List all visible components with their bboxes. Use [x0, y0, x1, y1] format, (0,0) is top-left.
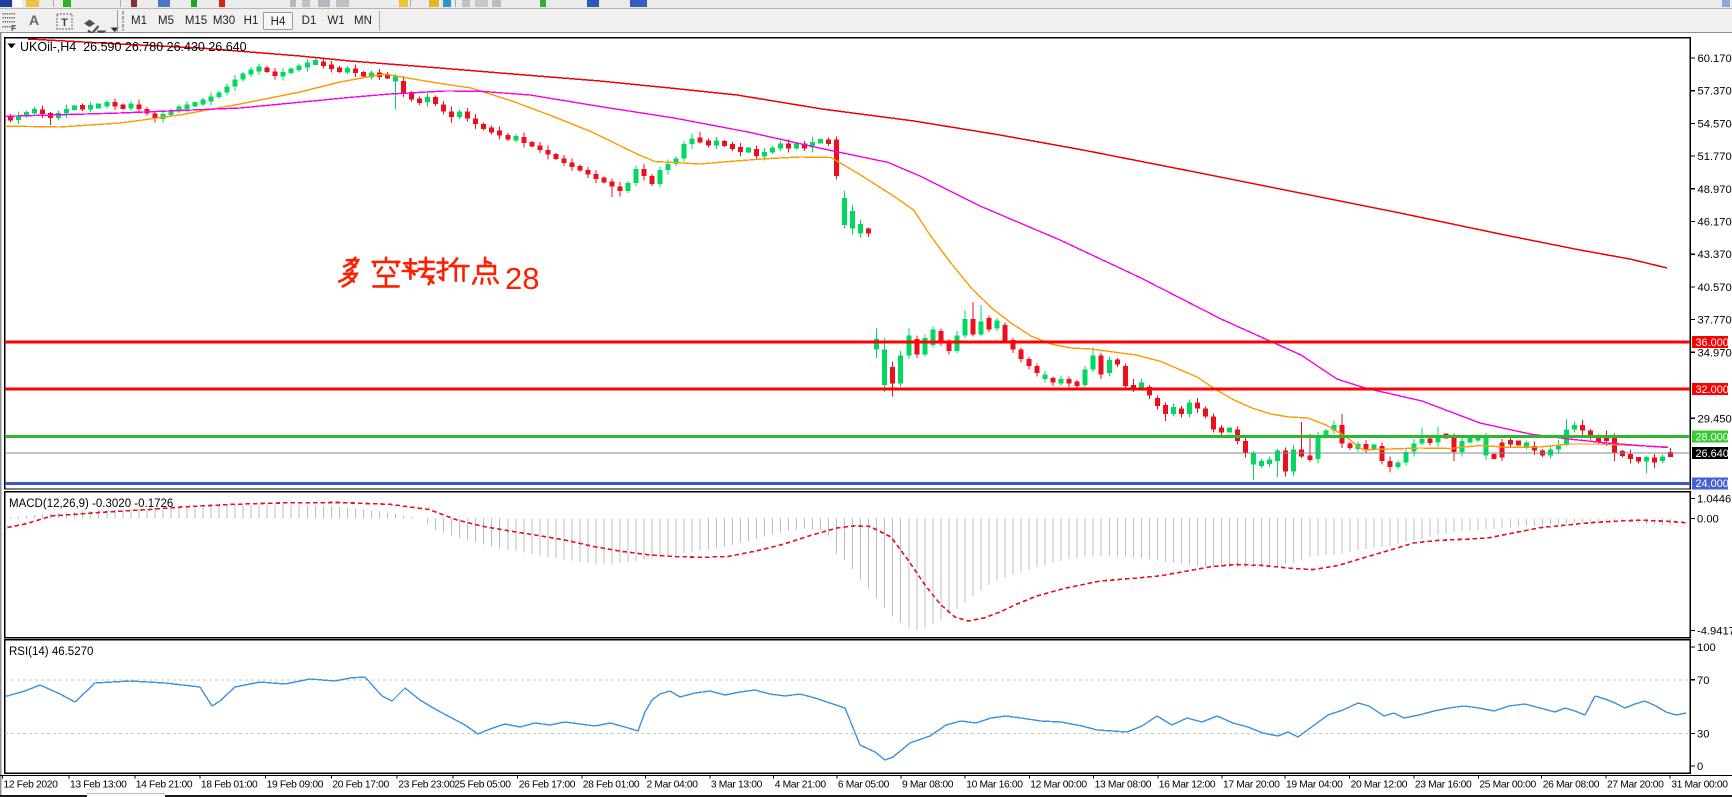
svg-text:28 Feb 01:00: 28 Feb 01:00: [583, 780, 640, 791]
svg-text:46.170: 46.170: [1698, 217, 1732, 229]
svg-text:1.0446: 1.0446: [1697, 494, 1731, 506]
svg-text:70: 70: [1697, 675, 1709, 687]
svg-text:25 Feb 05:00: 25 Feb 05:00: [454, 780, 511, 791]
svg-text:36.000: 36.000: [1696, 337, 1729, 349]
svg-text:34.970: 34.970: [1698, 347, 1732, 359]
svg-text:F: F: [11, 23, 16, 33]
svg-text:32.000: 32.000: [1696, 384, 1729, 396]
svg-text:20 Mar 12:00: 20 Mar 12:00: [1351, 780, 1408, 791]
svg-text:4 Mar 21:00: 4 Mar 21:00: [775, 780, 827, 791]
svg-text:0.00: 0.00: [1697, 514, 1719, 526]
svg-text:9 Mar 08:00: 9 Mar 08:00: [902, 780, 954, 791]
svg-text:24.000: 24.000: [1696, 478, 1729, 490]
svg-text:26 Mar 08:00: 26 Mar 08:00: [1543, 780, 1600, 791]
svg-text:12 Feb 2020: 12 Feb 2020: [4, 780, 59, 791]
svg-text:T: T: [61, 17, 68, 29]
svg-text:57.370: 57.370: [1698, 86, 1732, 98]
svg-text:37.770: 37.770: [1698, 315, 1732, 327]
svg-text:14 Feb 21:00: 14 Feb 21:00: [136, 780, 193, 791]
svg-text:40.570: 40.570: [1698, 282, 1732, 294]
svg-text:60.170: 60.170: [1698, 53, 1732, 65]
svg-text:RSI(14) 46.5270: RSI(14) 46.5270: [9, 646, 93, 658]
svg-text:26.640: 26.640: [1696, 448, 1729, 460]
svg-text:-4.9417: -4.9417: [1697, 626, 1732, 638]
svg-text:26 Feb 17:00: 26 Feb 17:00: [519, 780, 576, 791]
svg-text:2 Mar 04:00: 2 Mar 04:00: [647, 780, 699, 791]
svg-text:43.370: 43.370: [1698, 249, 1732, 261]
svg-text:13 Mar 08:00: 13 Mar 08:00: [1095, 780, 1152, 791]
svg-text:23 Feb 23:00: 23 Feb 23:00: [398, 780, 455, 791]
svg-text:28.000: 28.000: [1696, 431, 1729, 443]
svg-text:19 Mar 04:00: 19 Mar 04:00: [1286, 780, 1343, 791]
svg-text:13 Feb 13:00: 13 Feb 13:00: [70, 780, 127, 791]
svg-text:UKOil-,H4 26.590 26.780 26.43: UKOil-,H4 26.590 26.780 26.430 26.640: [20, 40, 247, 54]
svg-text:28: 28: [505, 261, 539, 296]
svg-text:100: 100: [1697, 642, 1716, 654]
svg-text:10 Mar 16:00: 10 Mar 16:00: [966, 780, 1023, 791]
svg-text:0: 0: [1697, 761, 1703, 773]
svg-text:54.570: 54.570: [1698, 118, 1732, 130]
svg-text:12 Mar 00:00: 12 Mar 00:00: [1030, 780, 1087, 791]
svg-text:25 Mar 00:00: 25 Mar 00:00: [1479, 780, 1536, 791]
svg-text:30: 30: [1697, 729, 1709, 741]
svg-text:17 Mar 20:00: 17 Mar 20:00: [1223, 780, 1280, 791]
svg-text:29.450: 29.450: [1698, 413, 1732, 425]
svg-text:3 Mar 13:00: 3 Mar 13:00: [711, 780, 763, 791]
svg-text:20 Feb 17:00: 20 Feb 17:00: [332, 780, 389, 791]
svg-text:MACD(12,26,9) -0.3020 -0.1726: MACD(12,26,9) -0.3020 -0.1726: [9, 498, 173, 510]
svg-text:23 Mar 16:00: 23 Mar 16:00: [1415, 780, 1472, 791]
svg-text:51.770: 51.770: [1698, 151, 1732, 163]
svg-text:18 Feb 01:00: 18 Feb 01:00: [201, 780, 258, 791]
svg-text:27 Mar 20:00: 27 Mar 20:00: [1607, 780, 1664, 791]
svg-text:48.970: 48.970: [1698, 184, 1732, 196]
svg-text:31 Mar 00:00: 31 Mar 00:00: [1671, 780, 1728, 791]
svg-text:19 Feb 09:00: 19 Feb 09:00: [267, 780, 324, 791]
svg-text:6 Mar 05:00: 6 Mar 05:00: [838, 780, 890, 791]
svg-text:16 Mar 12:00: 16 Mar 12:00: [1159, 780, 1216, 791]
